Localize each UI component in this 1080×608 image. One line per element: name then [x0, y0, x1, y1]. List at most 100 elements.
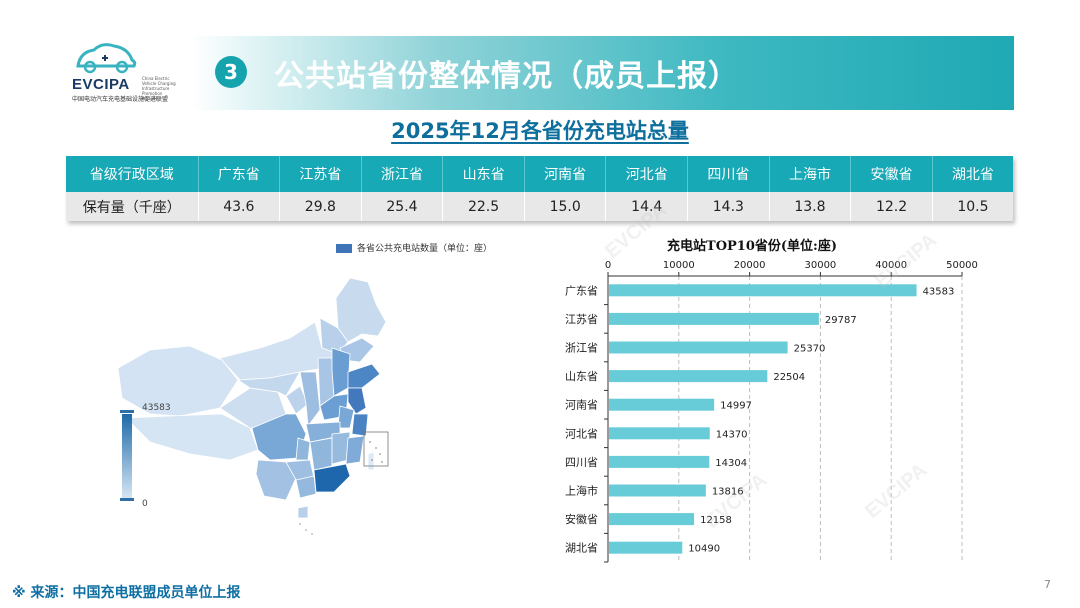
y-category-label: 浙江省 — [565, 342, 598, 355]
y-category-label: 上海市 — [565, 484, 598, 498]
province-shape — [309, 437, 333, 471]
y-category-label: 湖北省 — [565, 542, 598, 555]
bar[interactable] — [609, 284, 917, 297]
province-shape — [295, 475, 317, 499]
table-header-province: 浙江省 — [361, 156, 444, 192]
table-cell: 29.8 — [279, 192, 362, 221]
province-shape — [313, 463, 351, 493]
x-tick-label: 50000 — [946, 260, 978, 271]
y-category-label: 安徽省 — [565, 512, 598, 526]
page-number: 7 — [1044, 578, 1051, 591]
bar-data-label: 22504 — [773, 372, 805, 383]
y-category-label: 山东省 — [565, 370, 598, 383]
bar-chart-svg: 充电站TOP10省份(单位:座) 0 10000 20000 30000 40000 50… — [565, 238, 978, 563]
province-shape — [335, 277, 387, 343]
bar-data-label: 14997 — [720, 401, 752, 412]
map-legend-swatch[interactable] — [336, 244, 352, 253]
x-tick-label: 40000 — [875, 260, 907, 271]
table-header-province: 河北省 — [605, 156, 689, 192]
table-cell: 25.4 — [361, 192, 444, 221]
table-cell: 12.2 — [850, 192, 933, 221]
province-shape — [367, 451, 375, 471]
bar[interactable] — [609, 427, 710, 440]
province-shape — [347, 363, 381, 389]
bar-data-label: 25370 — [794, 344, 826, 355]
bar-data-label: 13816 — [712, 487, 744, 498]
top10-bar-chart: 充电站TOP10省份(单位:座) 0 10000 20000 30000 40000 50… — [556, 232, 1016, 572]
bar[interactable] — [609, 513, 695, 526]
y-category-label: 河南省 — [565, 399, 598, 412]
province-shape — [125, 413, 259, 461]
car-plug-icon — [76, 43, 137, 74]
scale-handle-top[interactable] — [120, 410, 134, 413]
table-row: 保有量（千座） 43.6 29.8 25.4 22.5 15.0 14.4 14… — [66, 192, 1013, 221]
logo-name: EVCIPA — [72, 76, 130, 93]
scale-min-label: 0 — [142, 499, 148, 509]
table-cell: 43.6 — [198, 192, 281, 221]
table-header-province: 广东省 — [198, 156, 281, 192]
source-note: ※ 来源：中国充电联盟成员单位上报 — [12, 585, 241, 601]
table-title: 2025年12月各省份充电站总量 — [0, 115, 1080, 145]
bar[interactable] — [609, 370, 768, 383]
bar[interactable] — [609, 541, 683, 554]
x-tick-label: 10000 — [663, 260, 695, 271]
table-row-label: 保有量（千座） — [66, 192, 199, 221]
bar-data-label: 10490 — [688, 544, 720, 555]
table-cell: 13.8 — [769, 192, 852, 221]
china-choropleth-map: 各省公共充电站数量（单位：座） — [110, 238, 530, 538]
chart-title: 充电站TOP10省份(单位:座) — [667, 238, 837, 254]
province-stats-table: 省级行政区域 广东省 江苏省 浙江省 山东省 河南省 河北省 四川省 上海市 安… — [66, 156, 1013, 221]
bar[interactable] — [609, 398, 715, 411]
map-legend-label: 各省公共充电站数量（单位：座） — [357, 244, 493, 254]
y-category-label: 广东省 — [565, 284, 598, 297]
map-color-scale-bar[interactable] — [122, 414, 132, 500]
table-header-label: 省级行政区域 — [66, 156, 199, 192]
page-title: 公共站省份整体情况（成员上报） — [274, 59, 739, 94]
y-category-label: 河北省 — [565, 427, 598, 440]
province-shape — [351, 413, 369, 437]
bar-data-label: 14304 — [715, 458, 747, 469]
south-sea-islands — [299, 441, 383, 535]
x-tick-label: 0 — [605, 260, 611, 271]
table-header-province: 安徽省 — [850, 156, 933, 192]
scale-handle-bottom[interactable] — [120, 498, 134, 501]
bar[interactable] — [609, 455, 710, 468]
bar-data-label: 29787 — [825, 315, 857, 326]
bar-data-label: 43583 — [923, 286, 955, 297]
table-header-province: 湖北省 — [932, 156, 1013, 192]
bar[interactable] — [609, 341, 788, 354]
table-header-province: 河南省 — [524, 156, 607, 192]
bar[interactable] — [609, 484, 706, 497]
table-header-province: 山东省 — [442, 156, 525, 192]
bar-data-label: 14370 — [716, 429, 748, 440]
table-title-text: 2025年12月各省份充电站总量 — [391, 119, 689, 143]
table-cell: 14.4 — [605, 192, 689, 221]
x-tick-label: 20000 — [734, 260, 766, 271]
province-shape — [297, 505, 309, 519]
y-category-label: 江苏省 — [565, 313, 598, 326]
table-cell: 14.3 — [687, 192, 770, 221]
scale-max-label: 43583 — [142, 403, 171, 413]
province-shape — [331, 347, 351, 397]
logo-english: China Electric Vehicle Charging Infrastr… — [142, 76, 176, 101]
y-category-label: 四川省 — [565, 456, 598, 469]
table-header-row: 省级行政区域 广东省 江苏省 浙江省 山东省 河南省 河北省 四川省 上海市 安… — [66, 156, 1013, 192]
table-cell: 15.0 — [524, 192, 607, 221]
bar-data-label: 12158 — [700, 515, 732, 526]
table-cell: 22.5 — [442, 192, 525, 221]
section-banner: 3 公共站省份整体情况（成员上报） — [192, 36, 1014, 110]
province-shape — [117, 345, 239, 417]
evcipa-logo: EVCIPA China Electric Vehicle Charging I… — [62, 40, 178, 106]
table-cell: 10.5 — [932, 192, 1013, 221]
section-number-badge: 3 — [215, 56, 247, 88]
bar[interactable] — [609, 312, 819, 325]
province-shape — [347, 387, 367, 415]
china-map-graphic — [117, 277, 389, 535]
logo-subtitle: 中国电动汽车充电基础设施促进联盟 — [72, 96, 169, 103]
table-header-province: 上海市 — [769, 156, 852, 192]
province-shape — [299, 371, 321, 428]
south-sea-inset-box — [363, 431, 389, 467]
table-header-province: 四川省 — [687, 156, 770, 192]
table-header-province: 江苏省 — [279, 156, 362, 192]
x-tick-label: 30000 — [804, 260, 836, 271]
